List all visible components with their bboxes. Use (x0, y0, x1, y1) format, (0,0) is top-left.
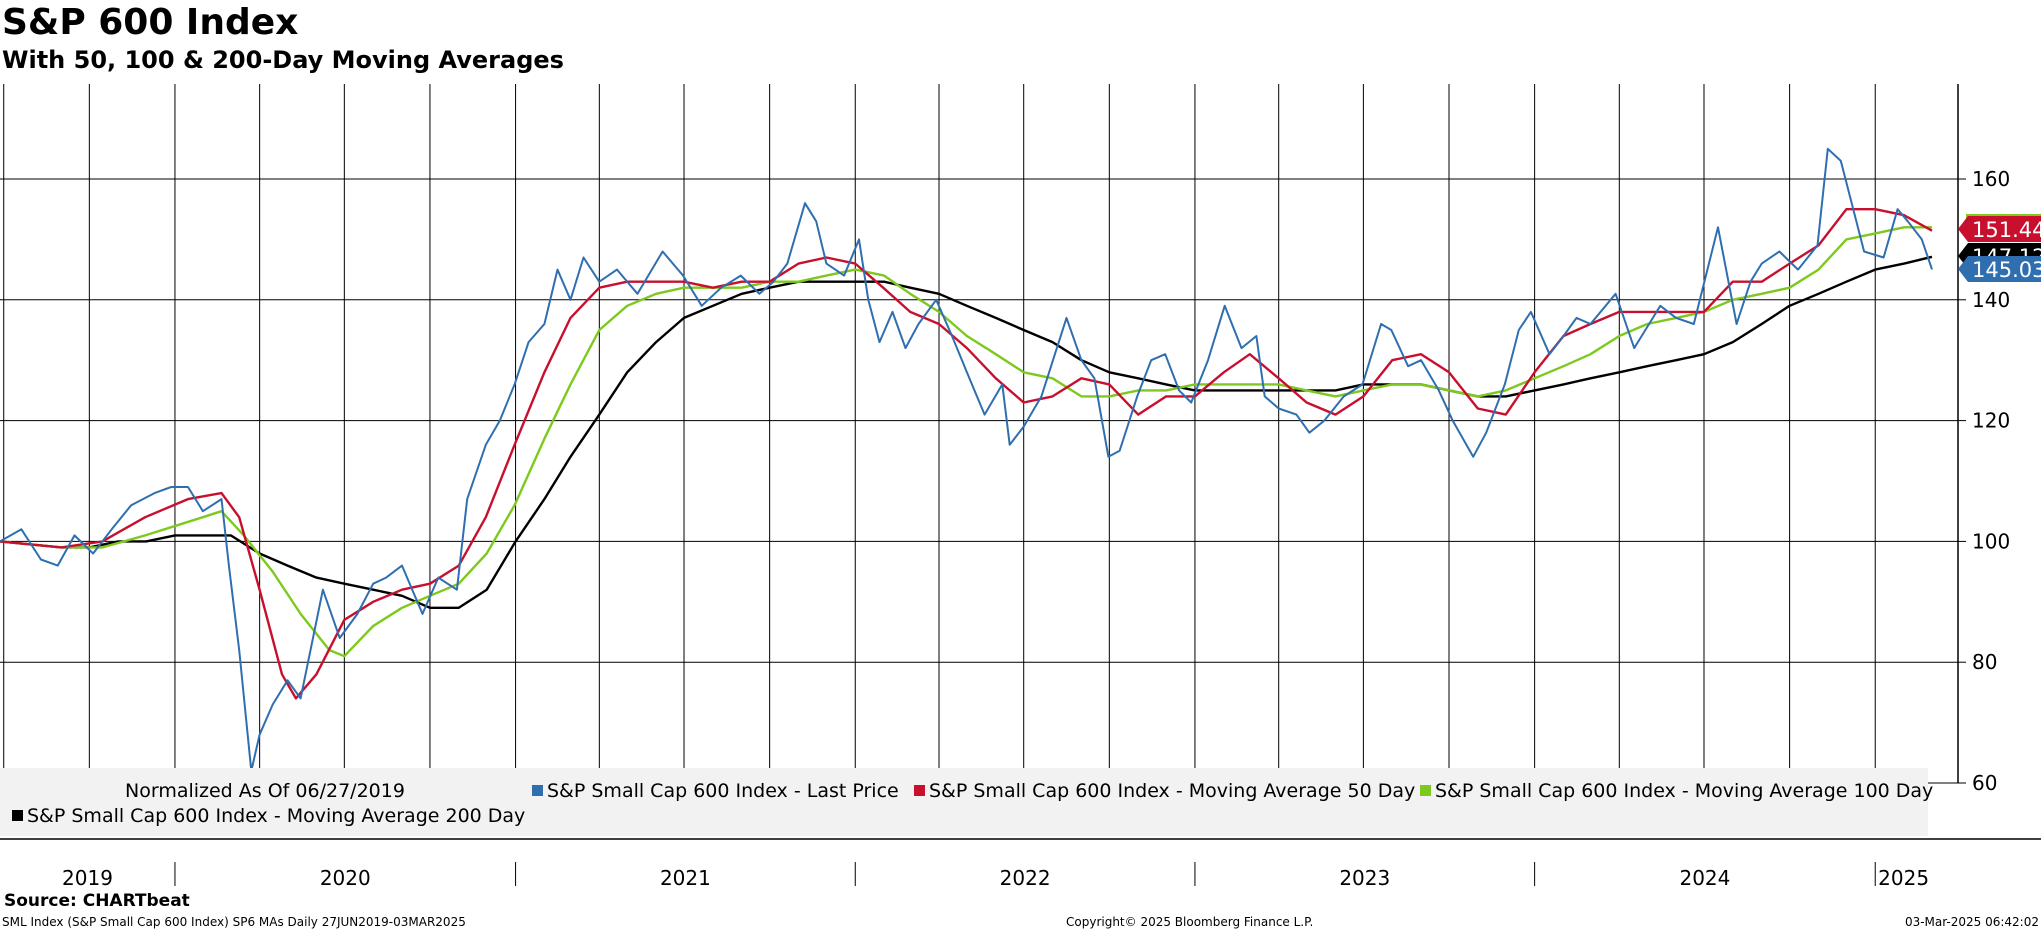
footer-ticker-info: SML Index (S&P Small Cap 600 Index) SP6 … (2, 915, 466, 929)
end-tag-bg (1958, 216, 2041, 242)
x-tick-label: 2025 (1878, 866, 1929, 890)
legend-swatch-0 (532, 785, 543, 796)
end-tag-label: 151.44 (1972, 218, 2041, 242)
x-tick-label: 2024 (1679, 866, 1730, 890)
legend-swatch-3 (12, 810, 23, 821)
end-tag-bg (1958, 256, 2041, 282)
legend-label-0: S&P Small Cap 600 Index - Last Price (547, 780, 899, 802)
footer-copyright: Copyright© 2025 Bloomberg Finance L.P. (1066, 915, 1314, 929)
y-tick-label: 100 (1972, 529, 2010, 553)
y-tick-label: 60 (1972, 771, 1997, 795)
y-tick-label: 140 (1972, 288, 2010, 312)
y-tick-label: 80 (1972, 650, 1997, 674)
axes: 60 80 100 120 140 160 2019 2020 2021 2022 2023 2024… (0, 84, 2041, 890)
series-line-3 (0, 255, 1933, 609)
y-tick-label: 160 (1972, 167, 2010, 191)
x-tick-label: 2023 (1339, 866, 1390, 890)
series-layer (0, 147, 1933, 772)
chart-title: S&P 600 Index (2, 2, 299, 43)
last-value-labels: 151.44147.12145.03 (1958, 214, 2041, 282)
series-line-0 (0, 147, 1933, 772)
series-line-2 (0, 226, 1932, 658)
grid-lines (0, 84, 1958, 784)
x-tick-label: 2022 (1000, 866, 1051, 890)
legend-label-3: S&P Small Cap 600 Index - Moving Average… (27, 805, 525, 827)
legend-label-2: S&P Small Cap 600 Index - Moving Average… (1435, 780, 1933, 802)
end-tag-label: 145.03 (1972, 258, 2041, 282)
source-note: Source: CHARTbeat (4, 891, 190, 911)
legend-swatch-2 (1420, 785, 1431, 796)
legend-label-1: S&P Small Cap 600 Index - Moving Average… (929, 780, 1415, 802)
legend-swatch-1 (914, 785, 925, 796)
x-tick-label: 2019 (62, 866, 113, 890)
legend: Normalized As Of 06/27/2019 S&P Small Cap… (0, 768, 1933, 836)
x-tick-label: 2020 (320, 866, 371, 890)
legend-box (0, 768, 1928, 836)
series-line-1 (0, 208, 1933, 700)
x-tick-label: 2021 (660, 866, 711, 890)
y-tick-label: 120 (1972, 409, 2010, 433)
legend-normalization-note: Normalized As Of 06/27/2019 (125, 780, 405, 802)
chart-subtitle: With 50, 100 & 200-Day Moving Averages (2, 46, 564, 74)
footer-timestamp: 03-Mar-2025 06:42:02 (1904, 915, 2039, 929)
